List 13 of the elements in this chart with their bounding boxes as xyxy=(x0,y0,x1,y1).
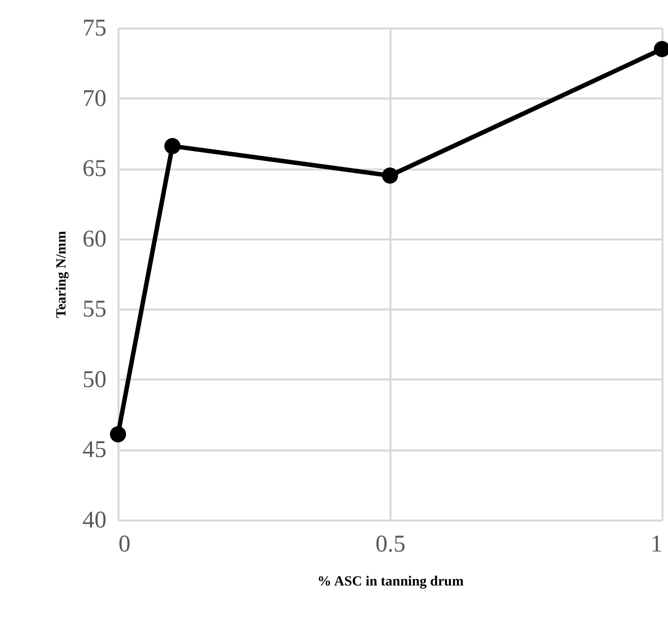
y-tick-label: 55 xyxy=(82,296,106,323)
y-tick-label: 65 xyxy=(82,156,106,182)
x-tick-label: 0 xyxy=(118,532,130,558)
y-tick-label: 75 xyxy=(82,16,106,42)
y-tick-label: 45 xyxy=(82,437,106,464)
y-tick-label: 60 xyxy=(82,226,106,252)
y-tick-label: 50 xyxy=(82,366,106,393)
y-axis-title: Tearing N/mm xyxy=(54,230,70,318)
y-tick-label: 40 xyxy=(82,508,106,534)
y-tick-label: 70 xyxy=(82,86,106,112)
x-axis-title: % ASC in tanning drum xyxy=(317,574,464,590)
x-tick-label: 1 xyxy=(650,532,662,558)
x-tick-label: 0.5 xyxy=(376,532,406,558)
